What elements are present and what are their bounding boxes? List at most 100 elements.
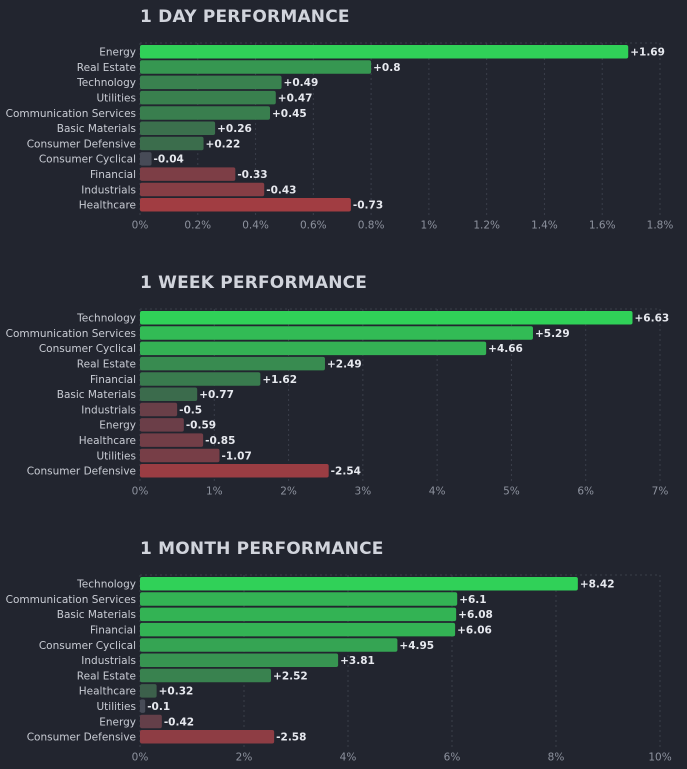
bar [140, 433, 204, 447]
tick-label: 0% [132, 485, 149, 497]
category-label: Technology [76, 313, 136, 325]
bar [140, 341, 487, 356]
category-label: Real Estate [77, 62, 136, 74]
value-label: +6.63 [635, 313, 670, 325]
bar [140, 464, 329, 478]
tick-label: 1.2% [473, 219, 500, 231]
value-label: +4.95 [399, 640, 434, 652]
value-label: +0.47 [278, 92, 313, 104]
category-label: Consumer Cyclical [39, 640, 136, 652]
value-label: +3.81 [340, 655, 375, 667]
category-label: Utilities [96, 92, 136, 104]
value-label: +0.49 [284, 77, 319, 89]
category-label: Financial [90, 624, 136, 636]
category-label: Healthcare [79, 686, 136, 698]
value-label: -0.33 [237, 169, 267, 181]
bar [140, 699, 146, 713]
panel-1-day: 1 DAY PERFORMANCE Energy +1.69 Real Estate… [0, 0, 687, 235]
bar [140, 592, 458, 606]
value-label: +0.22 [206, 138, 241, 150]
bar [140, 418, 184, 432]
category-label: Utilities [96, 701, 136, 713]
value-label: +0.32 [159, 686, 194, 698]
category-label: Financial [90, 169, 136, 181]
category-label: Basic Materials [57, 123, 136, 135]
tick-label: 5% [503, 485, 520, 497]
tick-label: 2% [280, 485, 297, 497]
value-label: +5.29 [535, 328, 570, 340]
value-label: +1.69 [630, 47, 665, 59]
panel-1-week: 1 WEEK PERFORMANCE Technology +6.63 Commun… [0, 266, 687, 501]
tick-label: 0.6% [300, 219, 327, 231]
panel-1-month: 1 MONTH PERFORMANCE Technology +8.42 Commu… [0, 532, 687, 769]
category-label: Communication Services [6, 594, 136, 606]
bar [140, 136, 204, 151]
value-label: -2.54 [331, 466, 361, 478]
category-label: Consumer Defensive [27, 732, 136, 744]
bar [140, 577, 578, 591]
category-label: Utilities [96, 450, 136, 462]
chart-title: 1 DAY PERFORMANCE [140, 7, 350, 27]
bar [140, 714, 162, 729]
category-label: Healthcare [79, 200, 136, 212]
bar [140, 684, 157, 698]
tick-label: 0.8% [358, 219, 385, 231]
bar [140, 622, 456, 637]
bar [140, 60, 372, 74]
bar [140, 402, 178, 417]
category-label: Communication Services [6, 328, 136, 340]
category-label: Consumer Cyclical [39, 154, 136, 166]
bar-chart-1-month: Technology +8.42 Communication Services +6.… [6, 574, 672, 763]
value-label: +0.8 [373, 62, 400, 74]
value-label: -1.07 [221, 450, 251, 462]
value-label: -0.59 [186, 420, 216, 432]
tick-label: 3% [355, 485, 372, 497]
category-label: Industrials [81, 404, 136, 416]
tick-label: 4% [340, 751, 357, 763]
tick-label: 1% [206, 485, 223, 497]
value-label: -0.04 [154, 154, 184, 166]
chart-title: 1 WEEK PERFORMANCE [140, 273, 368, 293]
bar [140, 372, 261, 386]
category-label: Real Estate [77, 670, 136, 682]
tick-label: 1.8% [647, 219, 674, 231]
bar [140, 45, 629, 59]
tick-label: 8% [548, 751, 565, 763]
bar [140, 106, 270, 120]
value-label: +0.77 [199, 389, 234, 401]
value-label: -2.58 [276, 732, 306, 744]
bar [140, 90, 276, 105]
category-label: Industrials [81, 655, 136, 667]
bar [140, 730, 275, 744]
value-label: +0.26 [217, 123, 252, 135]
bar-chart-1-week: Technology +6.63 Communication Services +5.… [6, 308, 670, 497]
tick-label: 4% [429, 485, 446, 497]
category-label: Real Estate [77, 358, 136, 370]
bar [140, 387, 198, 401]
category-label: Basic Materials [57, 389, 136, 401]
bar [140, 182, 265, 197]
category-label: Consumer Cyclical [39, 343, 136, 355]
bar [140, 152, 152, 166]
bar [140, 668, 272, 683]
bar [140, 448, 220, 463]
bar [140, 607, 457, 622]
bar [140, 653, 339, 667]
category-label: Technology [76, 579, 136, 591]
value-label: +0.45 [272, 108, 307, 120]
bar-chart-1-day: Energy +1.69 Real Estate +0.8 Technology +0.4… [6, 42, 674, 231]
chart-title: 1 MONTH PERFORMANCE [140, 539, 384, 559]
value-label: -0.42 [164, 716, 194, 728]
value-label: +6.06 [457, 624, 492, 636]
bar [140, 198, 351, 212]
tick-label: 0.2% [184, 219, 211, 231]
value-label: -0.85 [205, 435, 235, 447]
category-label: Consumer Defensive [27, 466, 136, 478]
bar [140, 326, 533, 340]
category-label: Energy [99, 716, 136, 728]
value-label: -0.5 [179, 404, 202, 416]
category-label: Energy [99, 420, 136, 432]
value-label: +2.49 [327, 358, 362, 370]
tick-label: 1.6% [589, 219, 616, 231]
bar [140, 75, 282, 90]
